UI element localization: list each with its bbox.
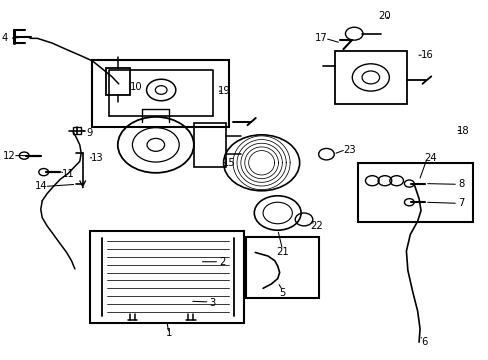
Bar [92,60,228,127]
Text: 12: 12 [3,150,16,161]
Text: 6: 6 [420,337,426,347]
Text: 10: 10 [130,82,142,93]
Text: 3: 3 [209,298,216,308]
Bar [357,163,472,222]
Bar [73,127,81,134]
Text: 2: 2 [219,257,225,267]
Bar [193,123,225,167]
Text: 13: 13 [91,153,103,163]
Text: 15: 15 [222,158,235,168]
Text: 14: 14 [34,181,47,192]
Bar [245,237,318,298]
Bar [105,68,130,95]
Bar [334,51,406,104]
Text: 16: 16 [420,50,433,60]
Text: 24: 24 [424,153,436,163]
Text: 17: 17 [315,33,327,43]
Bar [89,231,243,323]
Text: 8: 8 [457,179,464,189]
Text: 9: 9 [86,128,93,138]
Text: 4: 4 [1,33,8,43]
Text: 23: 23 [343,144,355,154]
Text: 22: 22 [310,221,323,231]
Text: 1: 1 [165,328,172,338]
Text: 5: 5 [279,288,285,298]
Text: 11: 11 [61,168,74,179]
Text: 20: 20 [378,11,390,21]
Text: 18: 18 [456,126,468,135]
Text: 7: 7 [457,198,464,208]
Text: 21: 21 [276,247,288,257]
Text: 19: 19 [217,86,230,96]
